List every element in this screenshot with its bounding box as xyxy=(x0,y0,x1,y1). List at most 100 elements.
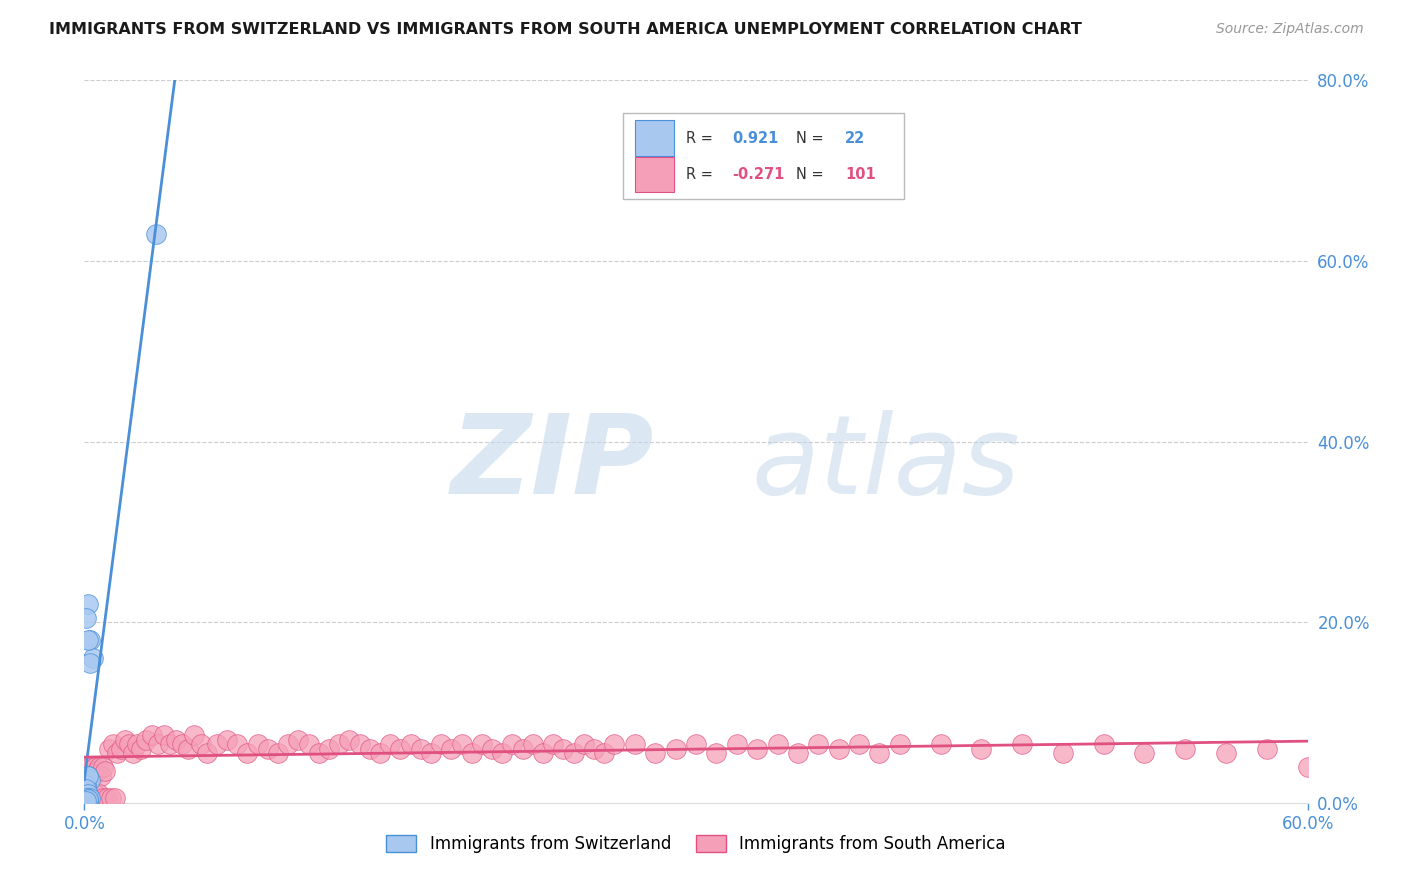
Text: 101: 101 xyxy=(845,167,876,182)
Point xyxy=(77,793,100,807)
Point xyxy=(644,746,666,760)
Point xyxy=(217,732,239,747)
Point xyxy=(869,746,891,760)
Point xyxy=(502,737,524,751)
Point xyxy=(83,787,105,801)
Point xyxy=(359,741,381,756)
Point xyxy=(522,737,544,751)
Point xyxy=(75,760,97,774)
Point xyxy=(970,741,993,756)
Point xyxy=(86,764,108,779)
Point xyxy=(828,741,851,756)
Point xyxy=(349,737,371,751)
Point xyxy=(624,737,647,751)
Point xyxy=(146,737,169,751)
Point xyxy=(389,741,412,756)
Point xyxy=(491,746,513,760)
Point xyxy=(226,737,249,751)
Point xyxy=(572,737,595,751)
Point xyxy=(79,791,101,805)
Point xyxy=(118,737,141,751)
Point xyxy=(368,746,391,760)
Point xyxy=(83,760,105,774)
Point xyxy=(929,737,952,751)
Point xyxy=(172,737,194,751)
Point xyxy=(287,732,309,747)
Point xyxy=(807,737,830,751)
Text: 22: 22 xyxy=(845,130,866,145)
Point xyxy=(848,737,870,751)
Point xyxy=(77,787,100,801)
Point xyxy=(127,737,149,751)
Point xyxy=(105,746,128,760)
Point xyxy=(787,746,810,760)
Point xyxy=(153,728,176,742)
Point xyxy=(1256,741,1278,756)
Point xyxy=(430,737,453,751)
Point xyxy=(79,760,101,774)
Point xyxy=(77,633,100,648)
Point xyxy=(440,741,463,756)
Point xyxy=(1011,737,1033,751)
Text: Source: ZipAtlas.com: Source: ZipAtlas.com xyxy=(1216,22,1364,37)
Point xyxy=(96,791,118,805)
Point xyxy=(75,794,97,808)
Point xyxy=(122,746,145,760)
Point xyxy=(91,760,114,774)
Point xyxy=(1296,760,1319,774)
Point xyxy=(87,787,110,801)
Point xyxy=(87,760,110,774)
Point xyxy=(93,764,115,779)
Point xyxy=(665,741,688,756)
Point xyxy=(328,737,350,751)
Point xyxy=(339,732,361,747)
Point xyxy=(195,746,218,760)
Text: 0.921: 0.921 xyxy=(733,130,779,145)
Point xyxy=(380,737,402,751)
Point xyxy=(481,741,503,756)
Point xyxy=(75,610,97,624)
Point xyxy=(725,737,748,751)
Point xyxy=(747,741,769,756)
Text: N =: N = xyxy=(796,130,828,145)
Point xyxy=(409,741,432,756)
Point xyxy=(267,746,290,760)
Point xyxy=(77,764,100,779)
Point xyxy=(75,778,97,792)
Point xyxy=(183,728,205,742)
Text: R =: R = xyxy=(686,130,717,145)
Point xyxy=(889,737,911,751)
Text: N =: N = xyxy=(796,167,828,182)
Point xyxy=(77,794,100,808)
Point xyxy=(1133,746,1156,760)
Point xyxy=(461,746,484,760)
FancyBboxPatch shape xyxy=(636,156,673,192)
Point xyxy=(298,737,321,751)
Point xyxy=(77,597,100,611)
Point xyxy=(1092,737,1115,751)
Text: ZIP: ZIP xyxy=(451,409,655,516)
Point xyxy=(603,737,626,751)
Point xyxy=(706,746,728,760)
Point xyxy=(145,227,167,241)
Point xyxy=(685,737,707,751)
Point xyxy=(79,787,101,801)
Point xyxy=(77,769,100,783)
Point xyxy=(766,737,789,751)
Text: IMMIGRANTS FROM SWITZERLAND VS IMMIGRANTS FROM SOUTH AMERICA UNEMPLOYMENT CORREL: IMMIGRANTS FROM SWITZERLAND VS IMMIGRANT… xyxy=(49,22,1083,37)
Point xyxy=(82,769,104,783)
Point xyxy=(512,741,534,756)
Point xyxy=(190,737,212,751)
Point xyxy=(77,792,100,806)
Point xyxy=(79,656,101,670)
Point xyxy=(79,633,101,648)
Point xyxy=(79,773,101,788)
Point xyxy=(77,791,100,805)
Point xyxy=(277,737,299,751)
Point xyxy=(593,746,616,760)
Point xyxy=(75,782,97,797)
FancyBboxPatch shape xyxy=(623,112,904,200)
Point xyxy=(257,741,280,756)
Point xyxy=(177,741,200,756)
Point xyxy=(399,737,422,751)
